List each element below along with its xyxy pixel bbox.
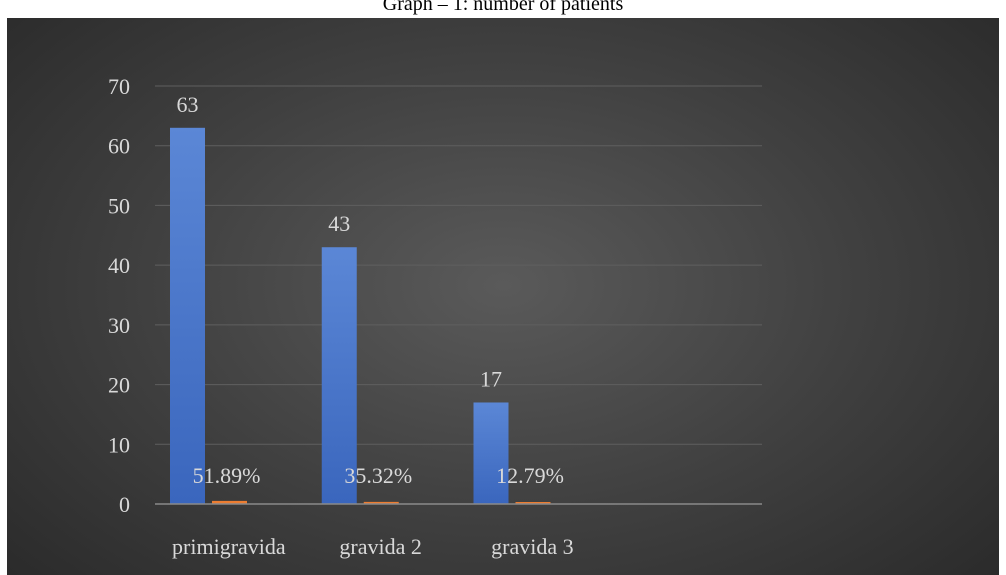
data-label-percent: 12.79% <box>496 463 564 488</box>
y-tick-label: 20 <box>108 373 130 398</box>
bar-gravida-2 <box>321 247 357 504</box>
x-tick-label: gravida 2 <box>339 534 421 559</box>
x-tick-label: primigravida <box>172 534 286 559</box>
y-tick-label: 70 <box>108 74 130 99</box>
y-tick-label: 50 <box>108 193 130 218</box>
data-label: 43 <box>328 211 350 236</box>
bar-percent-gravida-3 <box>515 502 551 504</box>
data-label-percent: 35.32% <box>344 463 412 488</box>
y-tick-label: 0 <box>119 492 130 517</box>
title-strip: Graph – 1: number of patients <box>0 0 1006 18</box>
bar-percent-primigravida <box>212 500 247 504</box>
bar-primigravida <box>170 127 205 505</box>
chart-plot: 0 10 20 30 40 50 60 70 63 51.89% primigravida 43 35.… <box>108 74 762 559</box>
y-tick-label: 60 <box>108 134 130 159</box>
y-tick-label: 40 <box>108 253 130 278</box>
y-tick-label: 10 <box>108 432 130 457</box>
data-label: 17 <box>480 366 502 391</box>
data-label: 63 <box>177 92 199 117</box>
chart-area: 0 10 20 30 40 50 60 70 63 51.89% primigravida 43 35.… <box>7 18 999 575</box>
bar-gravida-3 <box>473 402 509 504</box>
chart-title: Graph – 1: number of patients <box>382 0 624 15</box>
y-tick-label: 30 <box>108 313 130 338</box>
x-tick-label: gravida 3 <box>491 534 573 559</box>
bar-percent-gravida-2 <box>363 501 399 504</box>
data-label-percent: 51.89% <box>193 463 261 488</box>
